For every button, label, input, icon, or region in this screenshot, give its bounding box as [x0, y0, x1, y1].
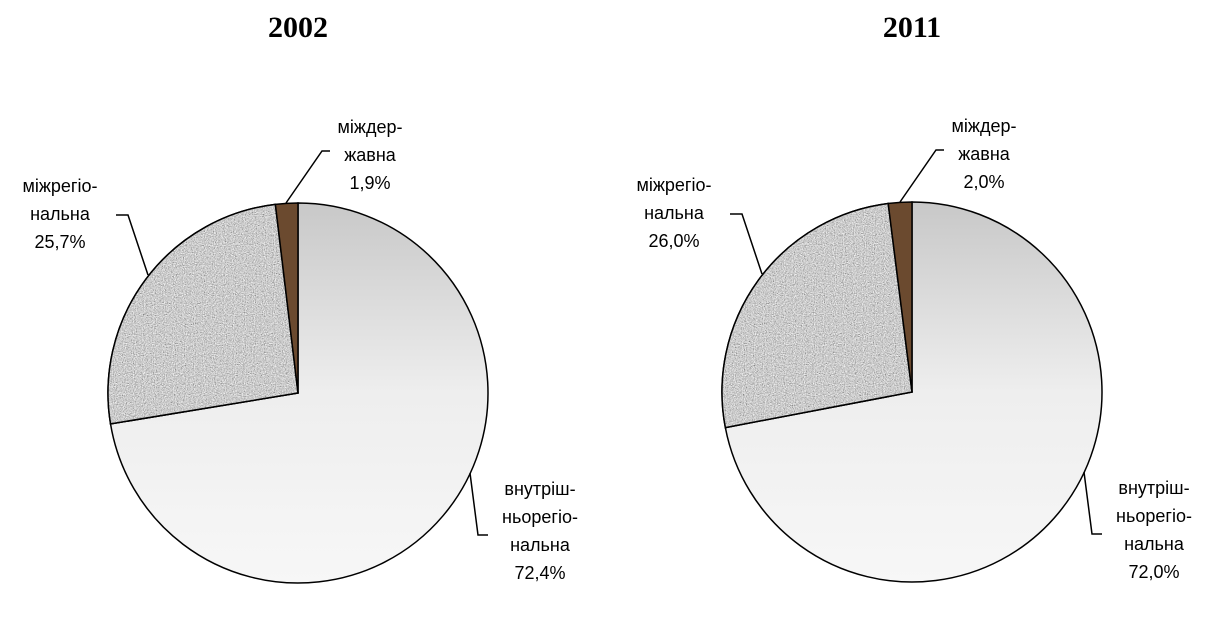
leader-line: [469, 472, 488, 536]
pie-slice: [724, 201, 1103, 583]
leader-line: [285, 150, 330, 204]
value-label: 72,0%: [1128, 562, 1179, 582]
pie-slice: [109, 202, 489, 584]
slice-label: ньорегіо-: [502, 507, 578, 527]
slice-label: нальна: [30, 204, 91, 224]
pie-slice: [887, 201, 913, 393]
chart-title: 2011: [883, 11, 941, 44]
slice-label: внутріш-: [1118, 478, 1189, 498]
slice-label: міжрегіо-: [636, 175, 711, 195]
slice-label: нальна: [510, 535, 571, 555]
value-label: 26,0%: [648, 231, 699, 251]
slice-outline: [721, 202, 913, 429]
value-label: 2,0%: [963, 172, 1004, 192]
slice-label: нальна: [1124, 534, 1185, 554]
leader-line: [899, 149, 944, 203]
leader-line: [116, 214, 149, 276]
value-label: 25,7%: [34, 232, 85, 252]
slice-label: жавна: [344, 145, 397, 165]
slice-label: ньорегіо-: [1116, 506, 1192, 526]
chart-title: 2002: [268, 11, 328, 44]
slice-label: міждер-: [338, 117, 403, 137]
slice-label: міждер-: [952, 116, 1017, 136]
value-label: 1,9%: [349, 173, 390, 193]
leader-line: [730, 213, 763, 275]
slice-label: нальна: [644, 203, 705, 223]
slice-texture: [108, 204, 299, 424]
leader-line: [1083, 471, 1102, 535]
value-label: 72,4%: [514, 563, 565, 583]
slice-outline: [107, 203, 299, 425]
slice-label: жавна: [958, 144, 1011, 164]
slice-label: міжрегіо-: [22, 176, 97, 196]
slice-texture: [722, 203, 912, 428]
slice-label: внутріш-: [504, 479, 575, 499]
